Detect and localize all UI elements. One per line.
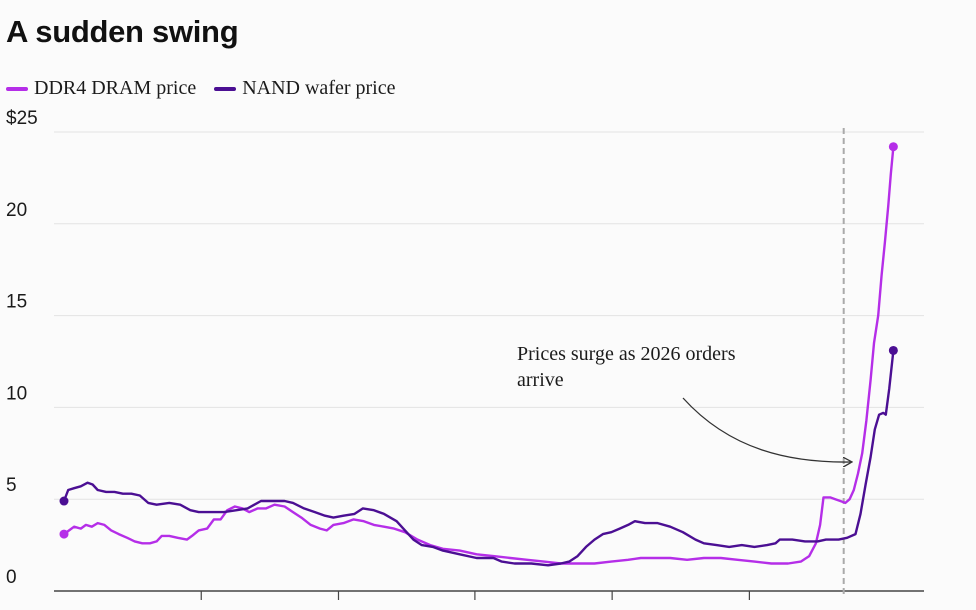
chart-title: A sudden swing	[6, 14, 239, 49]
x-axis-ticks	[200, 591, 750, 600]
y-axis-labels: 0 5 10 15 20 $25	[6, 108, 38, 588]
y-tick-label: 10	[6, 383, 27, 404]
y-tick-label: 5	[6, 475, 17, 496]
y-tick-label: 15	[6, 292, 27, 313]
annotation-text-line-2: arrive	[517, 369, 564, 391]
y-tick-label: 20	[6, 200, 27, 221]
legend-swatch-ddr4	[6, 86, 28, 91]
legend-item-ddr4: DDR4 DRAM price	[6, 77, 196, 100]
legend-item-nand: NAND wafer price	[214, 77, 395, 100]
y-tick-label: $25	[6, 108, 38, 129]
legend: DDR4 DRAM price NAND wafer price	[6, 77, 413, 100]
annotation-text-line-1: Prices surge as 2026 orders	[517, 343, 736, 365]
annotation-arrow	[682, 397, 851, 462]
legend-label-ddr4: DDR4 DRAM price	[34, 77, 197, 99]
legend-label-nand: NAND wafer price	[242, 77, 396, 99]
series-line-0	[62, 145, 895, 565]
annotation: Prices surge as 2026 orders arrive	[517, 343, 851, 462]
series-lines	[59, 142, 898, 567]
gridlines	[54, 131, 924, 592]
series-start-point-0	[59, 529, 69, 539]
series-start-point-1	[59, 496, 69, 506]
series-line-1	[62, 349, 895, 567]
series-end-point-1	[888, 345, 898, 355]
series-end-point-0	[888, 142, 898, 152]
y-tick-label: 0	[6, 567, 17, 588]
legend-swatch-nand	[214, 86, 237, 91]
